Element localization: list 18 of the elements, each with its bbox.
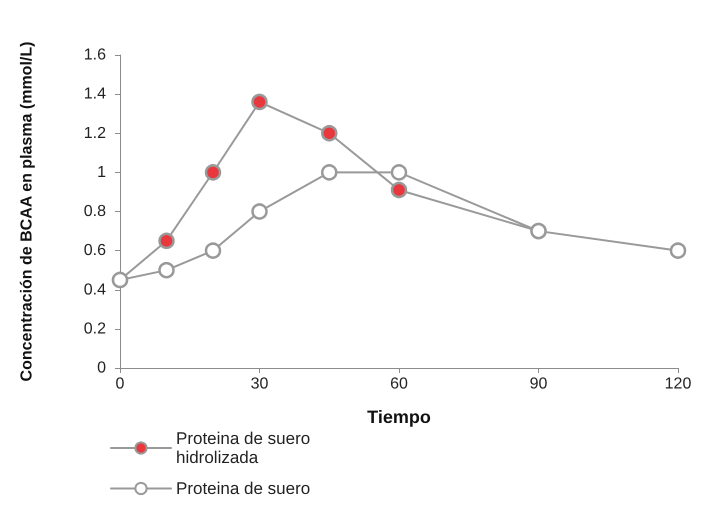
y-tick-label: 1.4 [84,86,106,103]
y-axis-title: Concentración de BCAA en plasma (mmol/L) [18,42,36,382]
x-tick-label: 30 [250,376,268,392]
x-tick-label: 90 [530,376,548,392]
y-tick-label: 0 [97,360,106,376]
y-tick-label: 1 [97,164,106,181]
y-tick-label: 1.2 [84,124,106,142]
y-tick-label: 1.6 [84,46,106,64]
y-tick-label: 0.6 [84,242,106,260]
y-tick-label: 0.8 [84,203,106,220]
x-axis-title: Tiempo [367,407,431,427]
legend-label: Proteina de suero hidrolizada [176,429,315,467]
x-tick-label: 120 [664,376,692,392]
x-tick-label: 60 [390,376,408,392]
legend-label: Proteina de suero [176,479,310,498]
y-tick-label: 0.2 [84,320,106,338]
y-tick-label: 0.4 [84,281,106,298]
x-tick-label: 0 [116,376,125,392]
